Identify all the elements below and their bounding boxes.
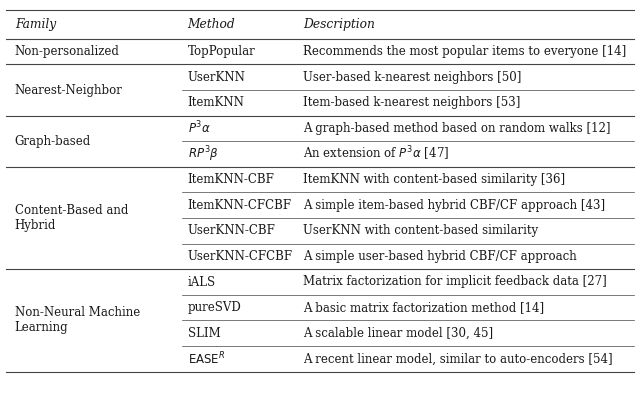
Text: A scalable linear model [30, 45]: A scalable linear model [30, 45] xyxy=(303,327,493,340)
Text: iALS: iALS xyxy=(188,276,216,288)
Text: ItemKNN-CBF: ItemKNN-CBF xyxy=(188,173,275,186)
Text: Description: Description xyxy=(303,18,374,31)
Text: ItemKNN: ItemKNN xyxy=(188,96,244,109)
Text: Matrix factorization for implicit feedback data [27]: Matrix factorization for implicit feedba… xyxy=(303,276,607,288)
Text: Recommends the most popular items to everyone [14]: Recommends the most popular items to eve… xyxy=(303,45,626,58)
Text: pureSVD: pureSVD xyxy=(188,301,241,314)
Text: $RP^3\beta$: $RP^3\beta$ xyxy=(188,144,218,164)
Text: UserKNN-CBF: UserKNN-CBF xyxy=(188,224,275,237)
Text: ItemKNN-CFCBF: ItemKNN-CFCBF xyxy=(188,199,292,212)
Text: User-based k-nearest neighbors [50]: User-based k-nearest neighbors [50] xyxy=(303,71,521,84)
Text: A graph-based method based on random walks [12]: A graph-based method based on random wal… xyxy=(303,122,610,135)
Text: Family: Family xyxy=(15,18,56,31)
Text: $P^3\alpha$: $P^3\alpha$ xyxy=(188,120,211,137)
Text: TopPopular: TopPopular xyxy=(188,45,255,58)
Text: SLIM: SLIM xyxy=(188,327,220,340)
Text: A simple user-based hybrid CBF/CF approach: A simple user-based hybrid CBF/CF approa… xyxy=(303,250,577,263)
Text: Method: Method xyxy=(188,18,236,31)
Text: Non-personalized: Non-personalized xyxy=(15,45,120,58)
Text: Non-Neural Machine
Learning: Non-Neural Machine Learning xyxy=(15,306,140,334)
Text: A basic matrix factorization method [14]: A basic matrix factorization method [14] xyxy=(303,301,544,314)
Text: ItemKNN with content-based similarity [36]: ItemKNN with content-based similarity [3… xyxy=(303,173,565,186)
Text: UserKNN-CFCBF: UserKNN-CFCBF xyxy=(188,250,292,263)
Text: A recent linear model, similar to auto-encoders [54]: A recent linear model, similar to auto-e… xyxy=(303,352,612,365)
Text: EASE$^R$: EASE$^R$ xyxy=(188,350,225,367)
Text: UserKNN: UserKNN xyxy=(188,71,245,84)
Text: A simple item-based hybrid CBF/CF approach [43]: A simple item-based hybrid CBF/CF approa… xyxy=(303,199,605,212)
Text: An extension of $P^3\alpha$ [47]: An extension of $P^3\alpha$ [47] xyxy=(303,145,449,163)
Text: Nearest-Neighbor: Nearest-Neighbor xyxy=(15,84,123,96)
Text: Graph-based: Graph-based xyxy=(15,135,91,148)
Text: Content-Based and
Hybrid: Content-Based and Hybrid xyxy=(15,204,128,232)
Text: Item-based k-nearest neighbors [53]: Item-based k-nearest neighbors [53] xyxy=(303,96,520,109)
Text: UserKNN with content-based similarity: UserKNN with content-based similarity xyxy=(303,224,538,237)
